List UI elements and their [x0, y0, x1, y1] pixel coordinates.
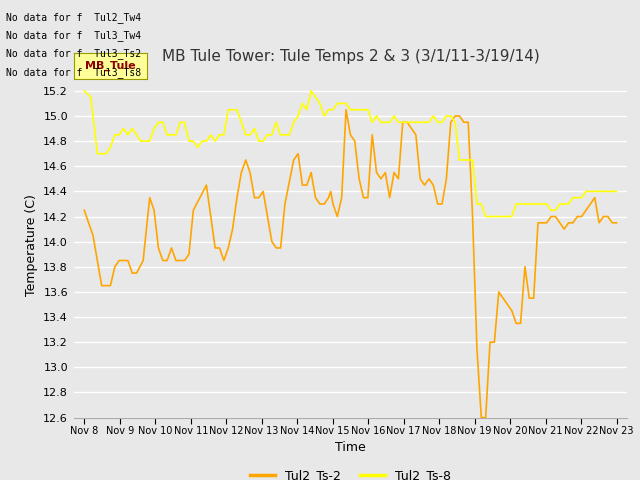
Y-axis label: Temperature (C): Temperature (C) — [24, 194, 38, 296]
Text: No data for f  Tul3_Ts2: No data for f Tul3_Ts2 — [6, 48, 141, 60]
Legend: Tul2_Ts-2, Tul2_Ts-8: Tul2_Ts-2, Tul2_Ts-8 — [245, 464, 456, 480]
X-axis label: Time: Time — [335, 442, 366, 455]
Text: No data for f  Tul2_Tw4: No data for f Tul2_Tw4 — [6, 12, 141, 23]
Text: No data for f  Tul3_Ts8: No data for f Tul3_Ts8 — [6, 67, 141, 78]
Text: MB_Tule: MB_Tule — [85, 61, 136, 71]
Text: No data for f  Tul3_Tw4: No data for f Tul3_Tw4 — [6, 30, 141, 41]
Title: MB Tule Tower: Tule Temps 2 & 3 (3/1/11-3/19/14): MB Tule Tower: Tule Temps 2 & 3 (3/1/11-… — [161, 49, 540, 64]
